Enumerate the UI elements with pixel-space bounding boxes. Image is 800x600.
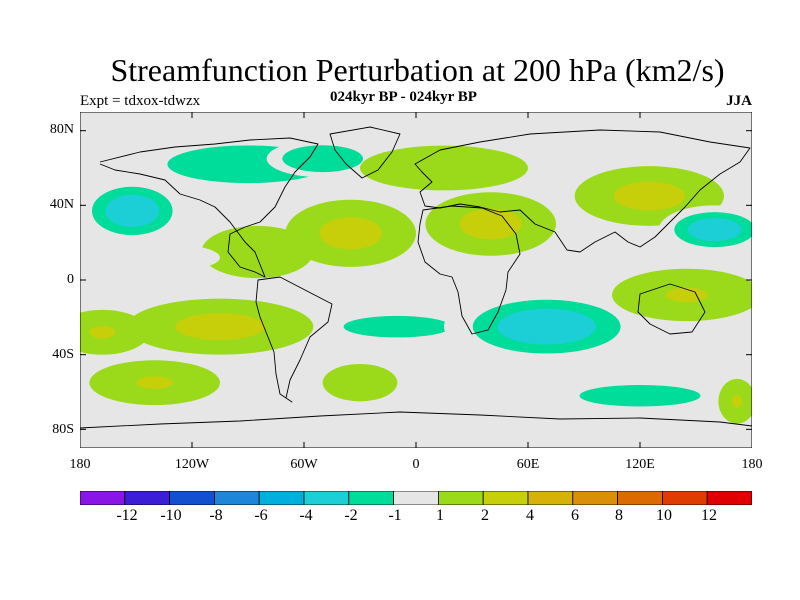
lat-label-80n: 80N bbox=[49, 122, 74, 137]
coastline-australia bbox=[637, 283, 706, 335]
lon-label-60w: 60W bbox=[290, 457, 318, 472]
lon-label-180e: 180 bbox=[741, 457, 763, 472]
coastline-greenland bbox=[329, 126, 401, 179]
contour-region bbox=[241, 244, 274, 260]
colorbar-label: 4 bbox=[526, 507, 534, 524]
lat-label-40n: 40N bbox=[49, 197, 74, 212]
colorbar bbox=[80, 491, 752, 505]
coastline-north-america bbox=[99, 137, 319, 278]
colorbar-swatch bbox=[617, 491, 663, 505]
contour-region bbox=[193, 318, 247, 335]
lon-label-60e: 60E bbox=[516, 457, 540, 472]
contour-region bbox=[136, 253, 173, 262]
colorbar-label: -4 bbox=[299, 507, 313, 524]
lat-label-0: 0 bbox=[67, 272, 74, 287]
contour-region bbox=[216, 156, 280, 172]
colorbar-label: 12 bbox=[701, 507, 717, 524]
contour-region bbox=[420, 161, 468, 175]
colorbar-swatch bbox=[572, 491, 618, 505]
contour-region bbox=[306, 153, 339, 164]
colorbar-swatch bbox=[527, 491, 574, 505]
season-label: JJA bbox=[726, 93, 752, 109]
lat-label-80s: 80S bbox=[52, 422, 74, 437]
coastline-antarctica bbox=[80, 411, 752, 429]
contour-region bbox=[376, 322, 419, 331]
coastline-africa bbox=[417, 205, 521, 335]
colorbar-label: -1 bbox=[388, 507, 402, 524]
colorbar-label: 6 bbox=[571, 507, 579, 524]
axis-ticks bbox=[80, 112, 752, 448]
colorbar-swatch bbox=[482, 491, 529, 505]
contour-region bbox=[89, 325, 116, 339]
colorbar-swatch bbox=[437, 491, 484, 505]
colorbar-label: 10 bbox=[656, 507, 672, 524]
colorbar-label: 2 bbox=[481, 507, 489, 524]
colorbar-swatch bbox=[258, 491, 305, 505]
colorbar-label: -10 bbox=[160, 507, 182, 524]
colorbar-label: 1 bbox=[436, 507, 444, 524]
contour-region bbox=[665, 287, 708, 303]
lon-label-180w: 180 bbox=[69, 457, 91, 472]
colorbar-swatch bbox=[393, 491, 439, 505]
colorbar-label: -6 bbox=[254, 507, 268, 524]
lon-label-120w: 120W bbox=[174, 457, 210, 472]
colorbar-label: -8 bbox=[209, 507, 223, 524]
colorbar-swatch bbox=[169, 491, 215, 505]
map-title: Streamfunction Perturbation at 200 hPa (… bbox=[110, 52, 725, 88]
streamfunction-map bbox=[80, 112, 752, 448]
contour-region bbox=[472, 215, 509, 233]
lat-label-40s: 40S bbox=[52, 347, 74, 362]
colorbar-swatch bbox=[80, 491, 126, 505]
contour-field-layer bbox=[80, 138, 752, 424]
contour-region bbox=[349, 377, 371, 388]
colorbar-label: 8 bbox=[615, 507, 623, 524]
contour-region bbox=[698, 222, 731, 237]
experiment-label: Expt = tdxox-tdwzx bbox=[80, 93, 201, 109]
colorbar-swatch bbox=[348, 491, 394, 505]
colorbar-swatch bbox=[124, 491, 170, 505]
contour-region bbox=[731, 395, 743, 408]
contour-region bbox=[332, 223, 369, 243]
contour-region bbox=[116, 201, 148, 221]
contour-region bbox=[136, 376, 173, 389]
colorbar-label: -12 bbox=[116, 507, 138, 524]
colorbar-swatch bbox=[662, 491, 708, 505]
coastlines bbox=[80, 126, 752, 429]
lon-label-0: 0 bbox=[412, 457, 420, 472]
contour-region bbox=[628, 187, 671, 205]
colorbar-swatch bbox=[213, 491, 260, 505]
coastline-south-america bbox=[255, 276, 333, 403]
lon-label-120e: 120E bbox=[625, 457, 655, 472]
contour-region bbox=[616, 391, 664, 400]
colorbar-swatch bbox=[706, 491, 752, 505]
map-subtitle: 024kyr BP - 024kyr BP bbox=[330, 89, 477, 105]
colorbar-swatch bbox=[303, 491, 350, 505]
contour-region bbox=[517, 316, 576, 338]
colorbar-label: -2 bbox=[344, 507, 358, 524]
